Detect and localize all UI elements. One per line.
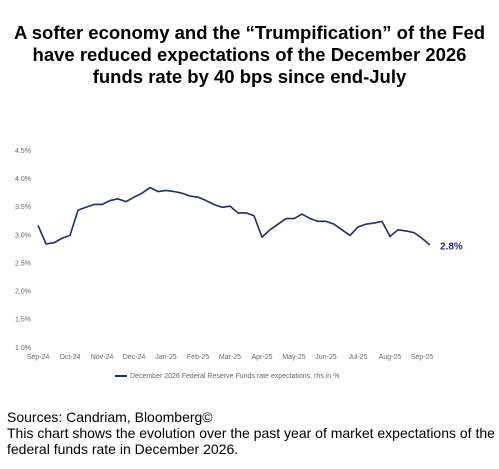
legend-label: December 2026 Federal Reserve Funds rate… <box>130 373 339 380</box>
x-tick-label: May-25 <box>282 354 305 361</box>
x-tick-label: Dec-24 <box>123 354 146 361</box>
y-tick-label: 2.0% <box>15 289 31 296</box>
y-tick-label: 3.5% <box>15 204 31 211</box>
x-tick-label: Apr-25 <box>251 354 272 361</box>
x-tick-label: Nov-24 <box>91 354 114 361</box>
x-tick-label: Oct-24 <box>59 354 80 361</box>
footer: Sources: Candriam, Bloomberg© This chart… <box>7 409 497 457</box>
y-tick-label: 1.5% <box>15 317 31 324</box>
end-label: 2.8% <box>440 242 463 253</box>
y-tick-label: 4.5% <box>15 148 31 155</box>
sources: Sources: Candriam, Bloomberg© <box>7 409 213 425</box>
y-tick-label: 1.0% <box>15 345 31 352</box>
x-tick-label: Feb-25 <box>187 354 209 361</box>
x-tick-label: Jul-25 <box>348 354 367 361</box>
y-tick-label: 2.5% <box>15 260 31 267</box>
x-tick-label: Jun-25 <box>315 354 337 361</box>
y-tick-label: 3.0% <box>15 232 31 239</box>
x-tick-label: Sep-24 <box>27 354 50 361</box>
y-tick-label: 4.0% <box>15 176 31 183</box>
x-tick-label: Jan-25 <box>155 354 177 361</box>
chart: 1.0% 1.5% 2.0% 2.5% 3.0% 3.5% 4.0% 4.5% Sep-24 Oc… <box>15 148 463 380</box>
chart-title: A softer economy and the “Trumpification… <box>13 22 486 87</box>
x-tick-label: Aug-25 <box>379 354 402 361</box>
data-line <box>37 186 431 246</box>
x-tick-label: Mar-25 <box>219 354 241 361</box>
note: This chart shows the evolution over the … <box>7 425 495 457</box>
x-tick-label: Sep-25 <box>411 354 434 361</box>
